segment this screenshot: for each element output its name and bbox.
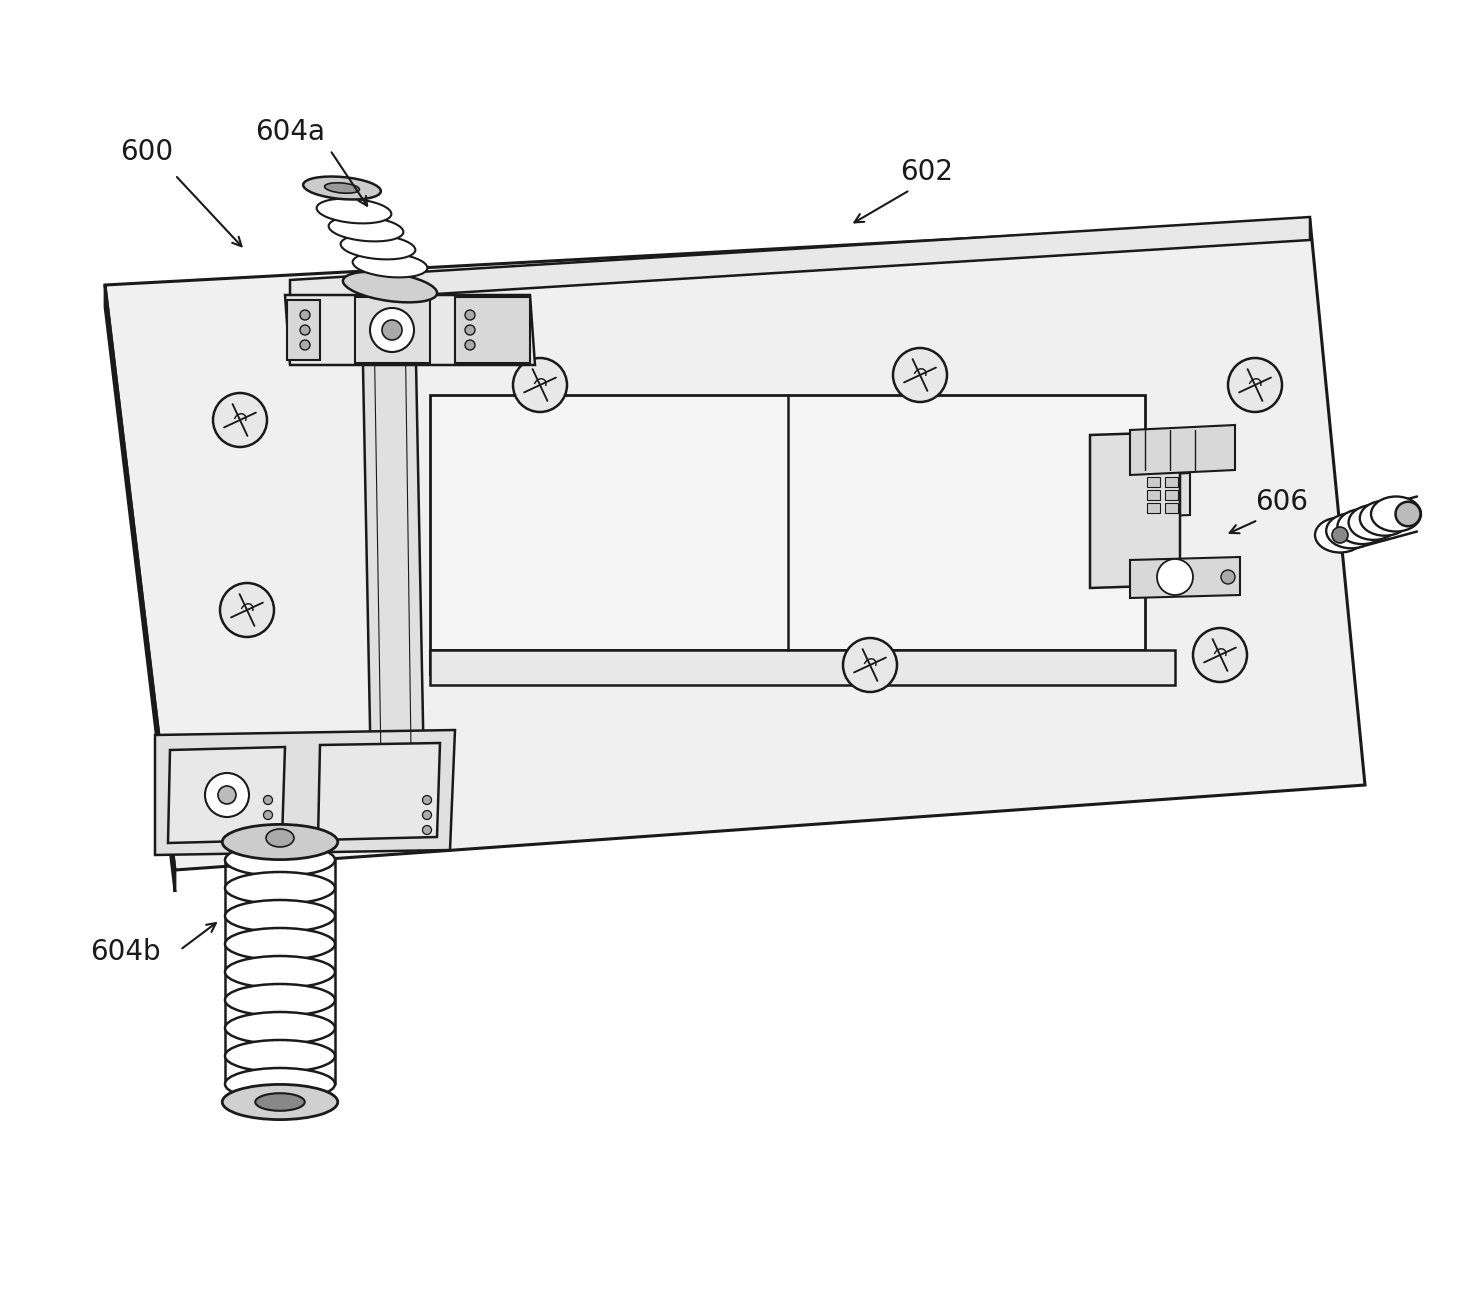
- Ellipse shape: [1326, 513, 1377, 548]
- Polygon shape: [155, 729, 456, 855]
- Ellipse shape: [225, 872, 334, 904]
- Ellipse shape: [340, 235, 416, 260]
- Ellipse shape: [225, 984, 334, 1017]
- Text: 606: 606: [1256, 488, 1308, 515]
- Polygon shape: [1130, 425, 1235, 475]
- Ellipse shape: [225, 1011, 334, 1044]
- Circle shape: [1156, 559, 1193, 595]
- Circle shape: [1221, 570, 1235, 585]
- Polygon shape: [318, 743, 439, 840]
- Polygon shape: [1148, 478, 1161, 487]
- Polygon shape: [105, 284, 175, 893]
- Circle shape: [299, 341, 310, 350]
- Circle shape: [422, 796, 432, 804]
- Circle shape: [369, 308, 415, 352]
- Text: 604a: 604a: [255, 117, 326, 146]
- Ellipse shape: [317, 198, 391, 223]
- Circle shape: [464, 341, 475, 350]
- Polygon shape: [1165, 478, 1178, 487]
- Polygon shape: [288, 300, 320, 360]
- Text: 604b: 604b: [91, 938, 161, 966]
- Circle shape: [263, 796, 273, 804]
- Circle shape: [263, 810, 273, 820]
- Polygon shape: [431, 650, 1175, 685]
- Circle shape: [263, 826, 273, 834]
- Text: 600: 600: [120, 138, 174, 166]
- Ellipse shape: [343, 271, 437, 303]
- Polygon shape: [1130, 557, 1240, 598]
- Circle shape: [1228, 358, 1282, 412]
- Circle shape: [464, 311, 475, 320]
- Ellipse shape: [1359, 501, 1410, 535]
- Ellipse shape: [1315, 518, 1365, 552]
- Ellipse shape: [1349, 505, 1399, 540]
- Circle shape: [422, 810, 432, 820]
- Circle shape: [1332, 527, 1348, 543]
- Ellipse shape: [304, 176, 381, 200]
- Ellipse shape: [225, 1067, 334, 1100]
- Polygon shape: [168, 746, 285, 843]
- Ellipse shape: [225, 900, 334, 932]
- Ellipse shape: [1371, 496, 1421, 531]
- Circle shape: [220, 583, 274, 637]
- Ellipse shape: [225, 957, 334, 988]
- Ellipse shape: [328, 217, 403, 241]
- Polygon shape: [1165, 502, 1178, 513]
- Polygon shape: [105, 221, 1365, 870]
- Ellipse shape: [225, 1040, 334, 1071]
- Circle shape: [383, 320, 402, 341]
- Ellipse shape: [353, 253, 428, 278]
- Circle shape: [464, 325, 475, 335]
- Polygon shape: [285, 295, 534, 365]
- Polygon shape: [1148, 502, 1161, 513]
- Polygon shape: [291, 217, 1310, 303]
- Polygon shape: [1145, 472, 1190, 517]
- Circle shape: [299, 325, 310, 335]
- Circle shape: [218, 786, 237, 804]
- Circle shape: [842, 638, 896, 692]
- Circle shape: [204, 773, 250, 817]
- Polygon shape: [431, 650, 1145, 675]
- Circle shape: [512, 358, 566, 412]
- Text: 602: 602: [899, 158, 953, 187]
- Ellipse shape: [225, 928, 334, 960]
- Polygon shape: [1165, 489, 1178, 500]
- Ellipse shape: [225, 844, 334, 876]
- Ellipse shape: [1396, 501, 1421, 526]
- Circle shape: [299, 311, 310, 320]
- Polygon shape: [362, 311, 425, 830]
- Polygon shape: [355, 298, 431, 363]
- Circle shape: [213, 393, 267, 448]
- Polygon shape: [431, 395, 1145, 650]
- Circle shape: [422, 826, 432, 834]
- Ellipse shape: [324, 183, 359, 193]
- Circle shape: [894, 348, 948, 402]
- Polygon shape: [456, 298, 530, 363]
- Circle shape: [1193, 628, 1247, 683]
- Polygon shape: [1148, 489, 1161, 500]
- Ellipse shape: [222, 1084, 337, 1120]
- Ellipse shape: [222, 825, 337, 860]
- Polygon shape: [1091, 432, 1180, 589]
- Ellipse shape: [1337, 509, 1387, 544]
- Ellipse shape: [255, 1094, 305, 1111]
- Ellipse shape: [266, 829, 293, 847]
